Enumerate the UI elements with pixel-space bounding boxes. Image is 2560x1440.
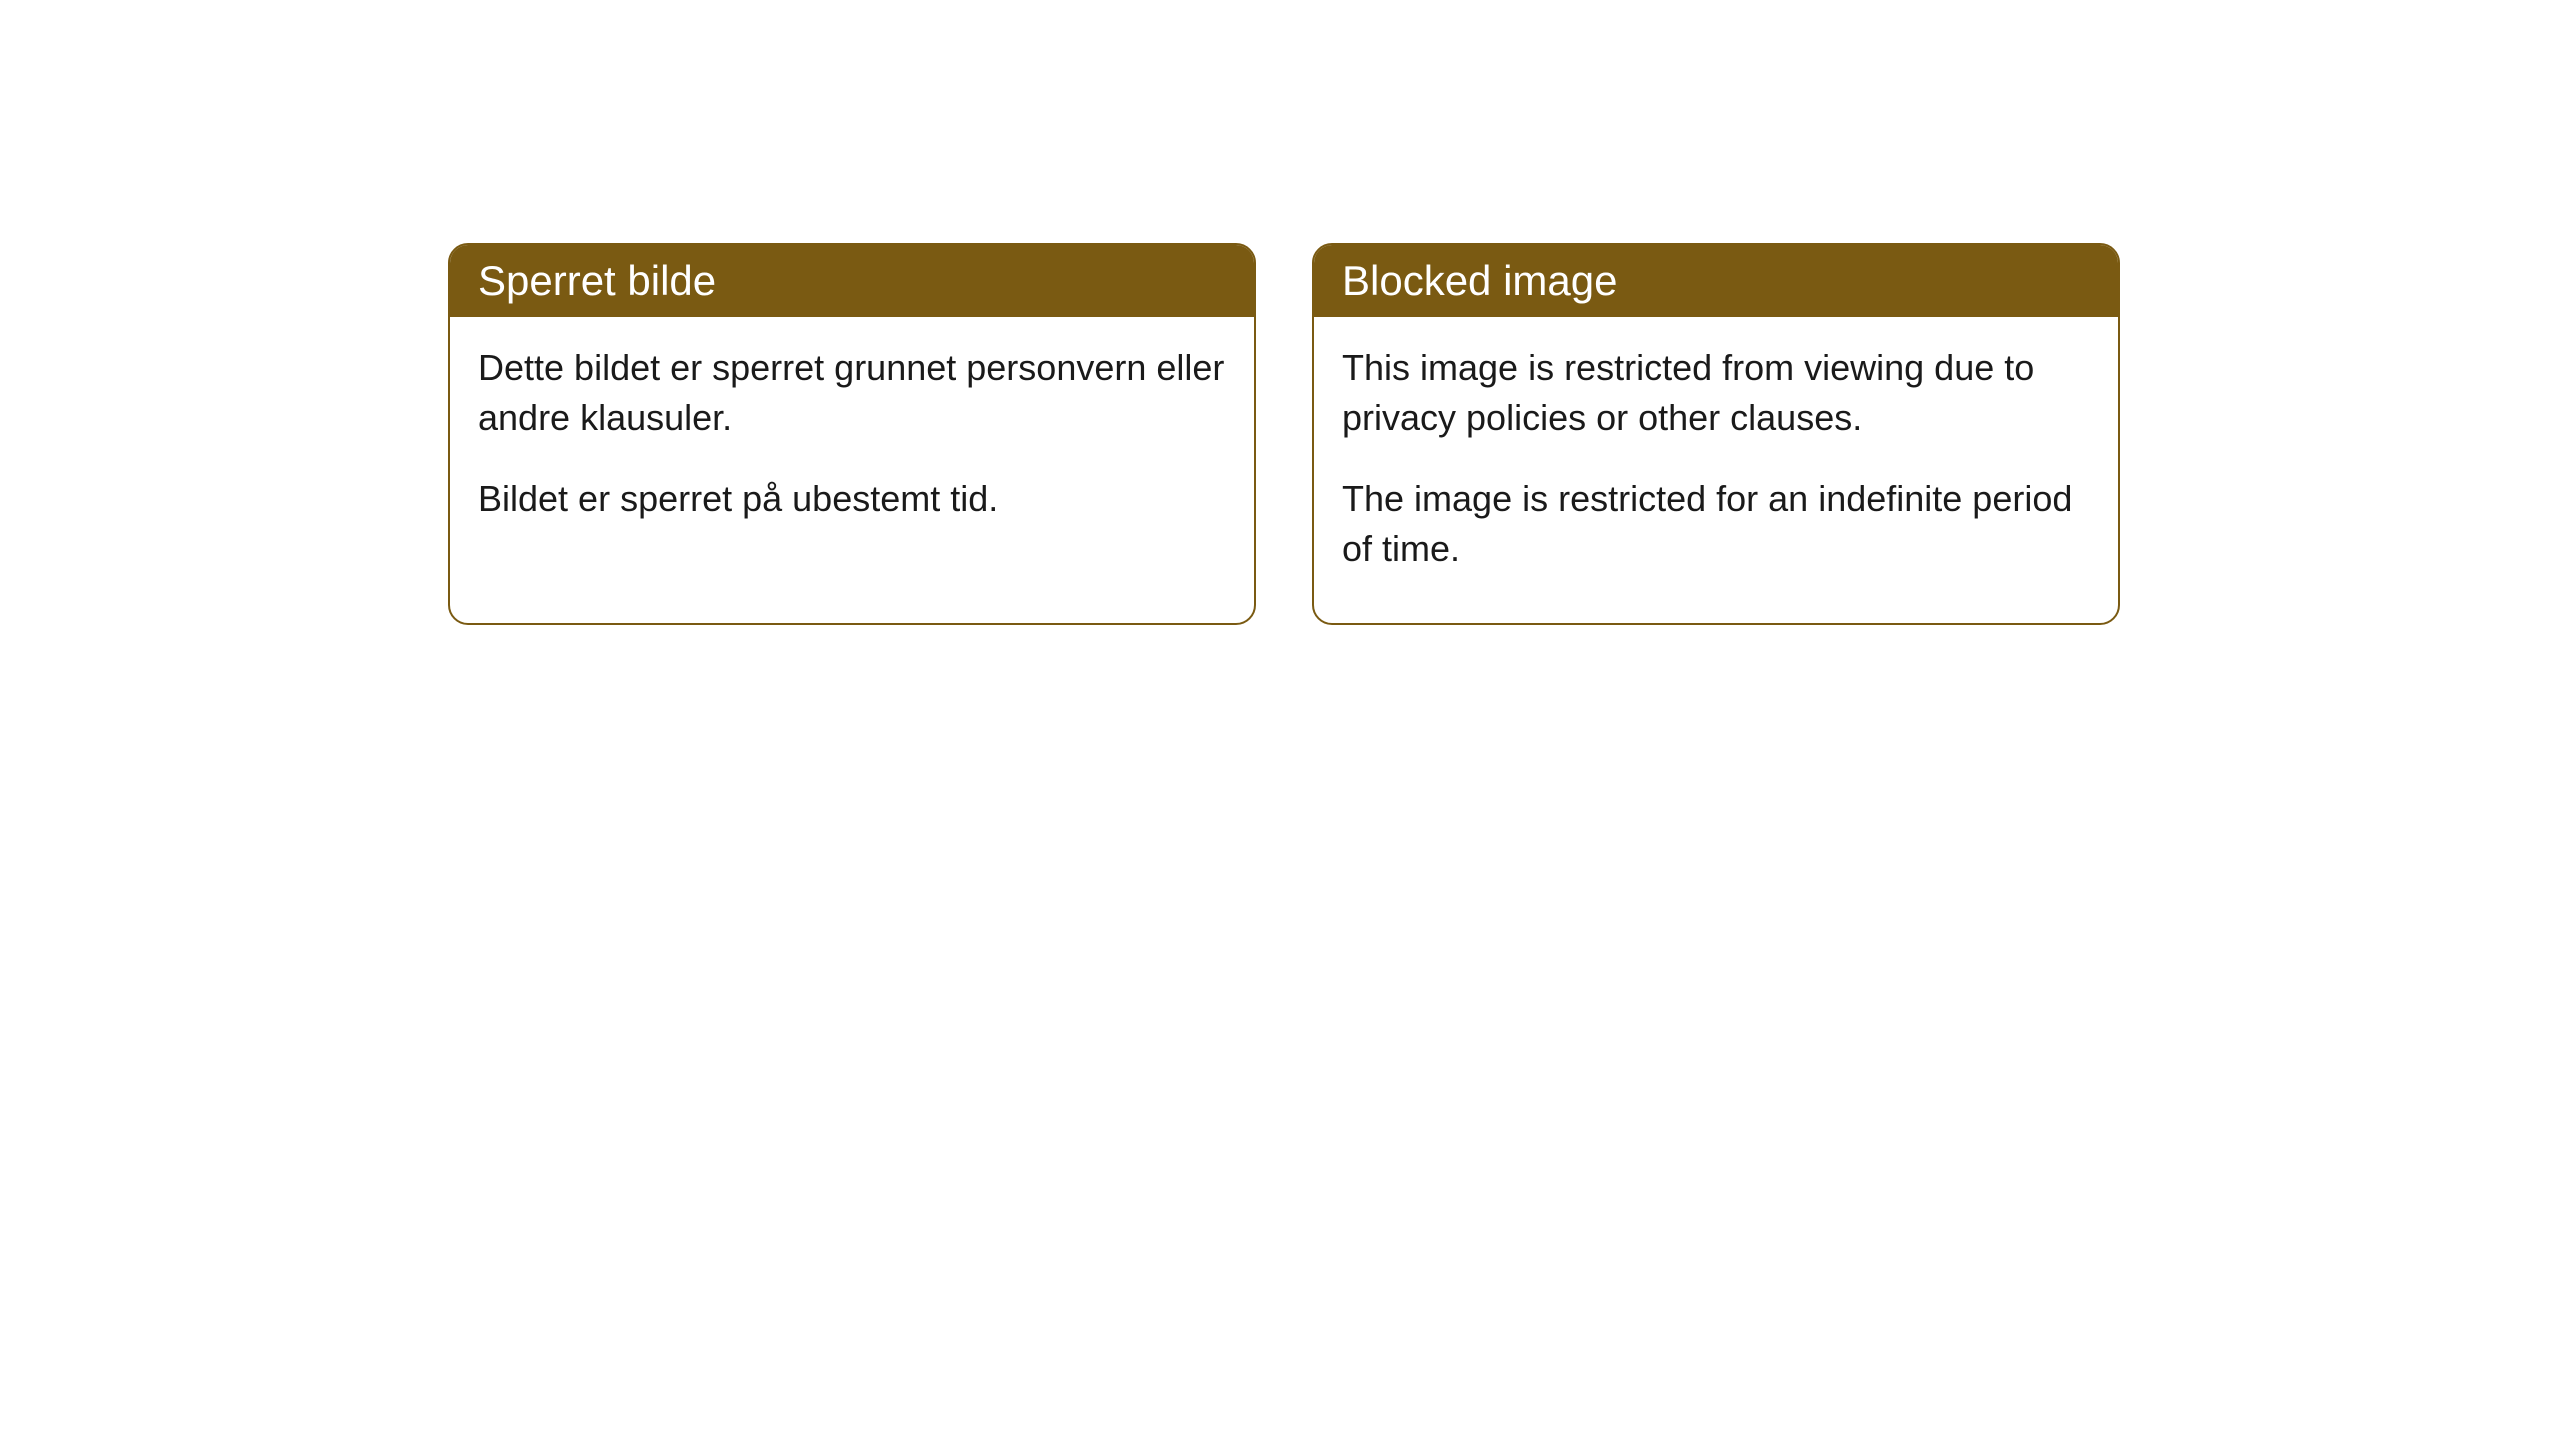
card-header: Sperret bilde — [450, 245, 1254, 317]
notice-cards-container: Sperret bilde Dette bildet er sperret gr… — [448, 243, 2120, 625]
notice-card-english: Blocked image This image is restricted f… — [1312, 243, 2120, 625]
card-paragraph: Dette bildet er sperret grunnet personve… — [478, 343, 1226, 444]
card-title: Blocked image — [1342, 257, 1617, 304]
card-header: Blocked image — [1314, 245, 2118, 317]
card-paragraph: The image is restricted for an indefinit… — [1342, 474, 2090, 575]
card-body: This image is restricted from viewing du… — [1314, 317, 2118, 623]
card-title: Sperret bilde — [478, 257, 716, 304]
card-paragraph: Bildet er sperret på ubestemt tid. — [478, 474, 1226, 524]
card-paragraph: This image is restricted from viewing du… — [1342, 343, 2090, 444]
notice-card-norwegian: Sperret bilde Dette bildet er sperret gr… — [448, 243, 1256, 625]
card-body: Dette bildet er sperret grunnet personve… — [450, 317, 1254, 572]
